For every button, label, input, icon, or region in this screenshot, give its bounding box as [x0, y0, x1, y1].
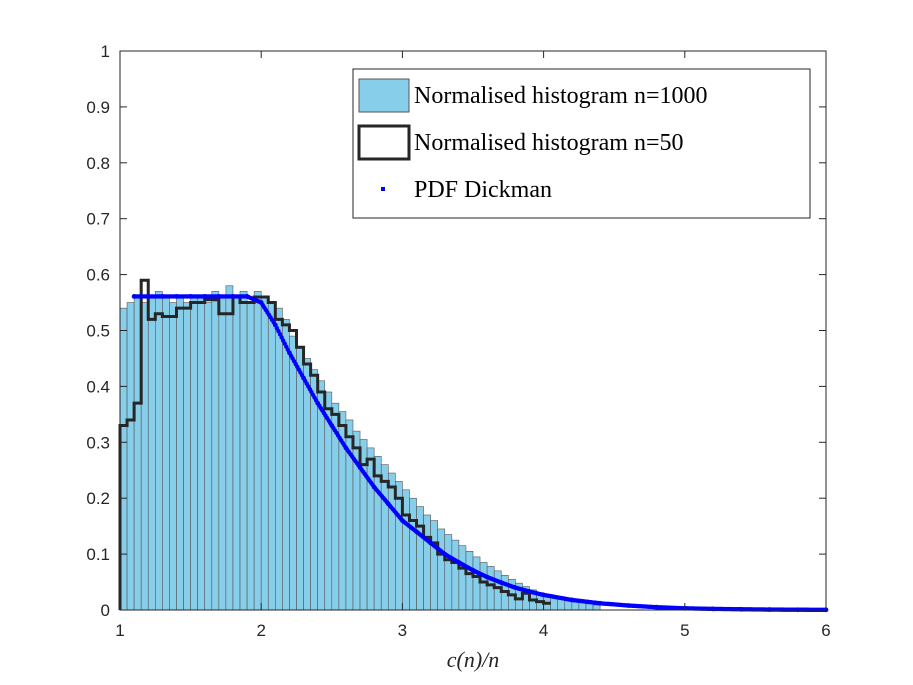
histogram-bar [578, 602, 587, 611]
histogram-bar [571, 601, 580, 611]
histogram-bar [225, 285, 234, 611]
y-tick-label: 0.3 [86, 433, 110, 452]
x-tick-label: 2 [256, 621, 265, 640]
histogram-bar [246, 302, 255, 611]
legend-swatch-n50 [357, 124, 411, 161]
histogram-bar [444, 534, 453, 611]
histogram-bar [275, 307, 283, 611]
histogram-bar [232, 296, 241, 611]
x-tick-label: 5 [680, 621, 689, 640]
x-tick-label: 1 [115, 621, 124, 640]
y-tick-label: 0.2 [86, 489, 110, 508]
legend-label-pdf: PDF Dickman [414, 177, 552, 203]
x-tick-label: 6 [821, 621, 830, 640]
histogram-bar [585, 603, 594, 611]
histogram-bar [183, 302, 191, 611]
y-tick-label: 0.4 [86, 377, 110, 396]
legend: Normalised histogram n=1000 Normalised h… [352, 68, 811, 219]
histogram-bar [303, 358, 311, 611]
y-tick-label: 0.7 [86, 210, 110, 229]
y-tick-label: 0.6 [86, 266, 110, 285]
histogram-bar [592, 604, 601, 611]
x-tick-label: 4 [539, 621, 548, 640]
histogram-bar [267, 302, 276, 611]
legend-marker-pdf [381, 187, 385, 191]
histogram-bar [260, 296, 269, 611]
histogram-bar [458, 545, 467, 611]
histogram-bar [204, 302, 213, 611]
histogram-bar [430, 520, 439, 611]
histogram-bar [289, 335, 297, 611]
histogram-bar [211, 291, 220, 611]
histogram-bar [162, 296, 170, 611]
y-tick-label: 0.8 [86, 154, 110, 173]
histogram-bar [437, 528, 446, 611]
histogram-bar [296, 346, 304, 611]
histogram-bar [310, 369, 318, 611]
histogram-bar [169, 302, 177, 611]
x-tick-label: 3 [398, 621, 407, 640]
x-axis-label: c(n)/n [447, 647, 500, 672]
histogram-bar [239, 291, 248, 611]
histogram-bar [147, 296, 156, 611]
legend-box [352, 68, 811, 219]
histogram-n50-stairs [118, 278, 551, 610]
legend-swatch-n1000 [358, 78, 410, 113]
y-tick-label: 0.9 [86, 98, 110, 117]
histogram-bar [253, 291, 262, 611]
y-tick-label: 0.1 [86, 545, 110, 564]
histogram-bar [155, 291, 163, 611]
histogram-bar [282, 319, 290, 611]
legend-label-n50: Normalised histogram n=50 [414, 130, 684, 156]
y-axis-ticks: 0 0.1 0.2 0.3 0.4 0.5 0.6 0.7 0.8 0.9 1 [86, 42, 826, 620]
pdf-dickman-points [131, 294, 829, 613]
y-tick-label: 1 [101, 42, 110, 61]
x-axis-ticks: 1 2 3 4 5 6 [115, 51, 831, 640]
y-tick-label: 0.5 [86, 322, 110, 341]
legend-label-n1000: Normalised histogram n=1000 [414, 83, 708, 109]
histogram-bar [176, 296, 184, 611]
y-tick-label: 0 [101, 601, 110, 620]
histogram-bar [451, 539, 460, 611]
histogram-bar [190, 296, 198, 611]
histogram-n50-line [118, 278, 551, 610]
histogram-bar [197, 296, 206, 611]
histogram-bar [465, 551, 474, 611]
histogram-bar [218, 296, 227, 611]
histogram-bar [126, 302, 135, 611]
